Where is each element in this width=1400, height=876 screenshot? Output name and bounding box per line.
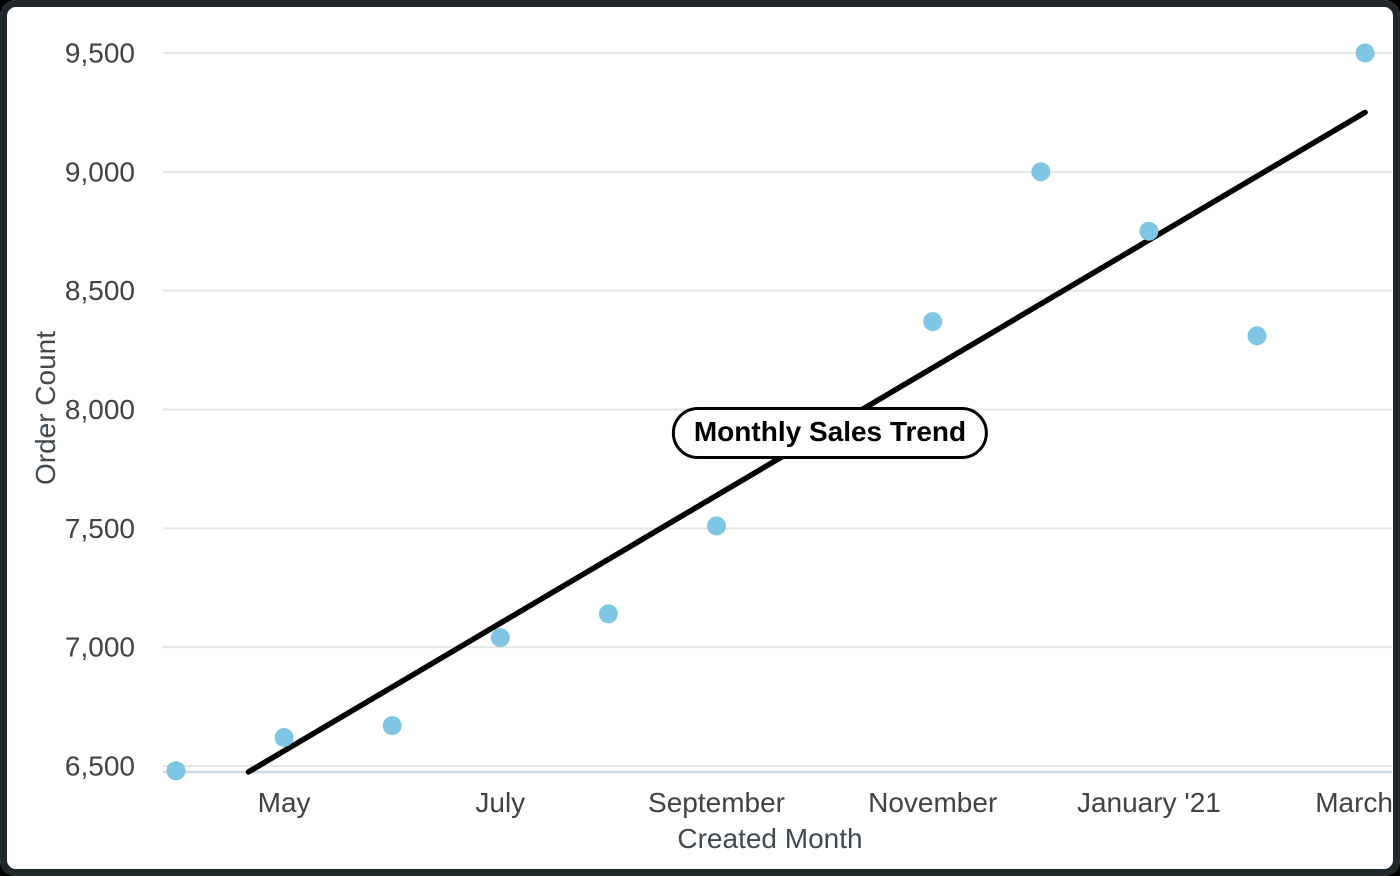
trend-annotation-pill: Monthly Sales Trend bbox=[671, 407, 989, 460]
x-tick-label: January '21 bbox=[1077, 787, 1221, 818]
data-point[interactable] bbox=[274, 727, 294, 747]
x-tick-label: September bbox=[648, 787, 785, 818]
data-point[interactable] bbox=[923, 312, 943, 332]
data-point[interactable] bbox=[1139, 221, 1159, 241]
y-tick-label: 9,500 bbox=[65, 38, 135, 69]
x-tick-label: March bbox=[1315, 787, 1393, 818]
data-point[interactable] bbox=[598, 604, 618, 624]
data-point[interactable] bbox=[382, 716, 402, 736]
data-point[interactable] bbox=[707, 516, 726, 536]
y-tick-label: 7,500 bbox=[65, 513, 135, 544]
x-tick-label: July bbox=[475, 787, 525, 818]
x-tick-label: May bbox=[258, 787, 311, 818]
y-tick-label: 8,500 bbox=[65, 275, 135, 306]
data-point[interactable] bbox=[166, 761, 186, 781]
data-point[interactable] bbox=[1355, 43, 1375, 63]
y-axis-title: Order Count bbox=[30, 330, 61, 486]
data-point[interactable] bbox=[490, 628, 510, 648]
data-point[interactable] bbox=[1031, 162, 1051, 182]
data-point[interactable] bbox=[1247, 326, 1267, 346]
x-tick-label: November bbox=[868, 787, 997, 818]
y-tick-label: 8,000 bbox=[65, 394, 135, 425]
y-tick-label: 7,000 bbox=[65, 632, 135, 663]
x-axis-title: Created Month bbox=[677, 823, 863, 854]
y-tick-label: 9,000 bbox=[65, 156, 135, 187]
y-tick-label: 6,500 bbox=[65, 751, 135, 782]
